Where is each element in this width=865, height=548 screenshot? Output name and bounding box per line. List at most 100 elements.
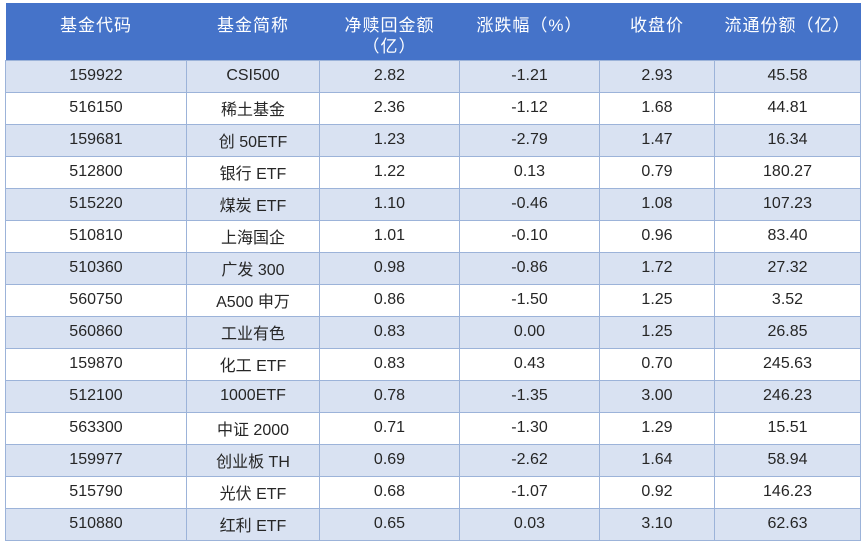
cell-float-shares: 26.85 [714,315,861,349]
cell-close-price: 1.64 [599,443,715,477]
cell-change-pct: -1.12 [459,91,600,125]
cell-change-pct: 0.13 [459,155,600,189]
table-row: 159977 创业板 TH 0.69 -2.62 1.64 58.94 [5,443,861,477]
cell-float-shares: 45.58 [714,59,861,93]
cell-net-redemption: 0.83 [319,315,460,349]
table-row: 510360 广发 300 0.98 -0.86 1.72 27.32 [5,251,861,285]
cell-change-pct: -1.50 [459,283,600,317]
cell-net-redemption: 1.01 [319,219,460,253]
cell-close-price: 0.96 [599,219,715,253]
cell-float-shares: 44.81 [714,91,861,125]
cell-change-pct: 0.43 [459,347,600,381]
cell-change-pct: -0.10 [459,219,600,253]
table-row: 515790 光伏 ETF 0.68 -1.07 0.92 146.23 [5,475,861,509]
cell-code: 510360 [5,251,187,285]
cell-code: 159922 [5,59,187,93]
cell-name: 化工 ETF [186,347,320,381]
cell-name: 红利 ETF [186,507,320,541]
cell-close-price: 1.25 [599,283,715,317]
cell-float-shares: 58.94 [714,443,861,477]
cell-name: 中证 2000 [186,411,320,445]
cell-net-redemption: 0.68 [319,475,460,509]
cell-close-price: 3.00 [599,379,715,413]
cell-code: 159870 [5,347,187,381]
cell-net-redemption: 0.71 [319,411,460,445]
column-label: 基金简称 [217,16,289,35]
column-header-change_pct: 涨跌幅（%） [459,3,600,60]
cell-name: 工业有色 [186,315,320,349]
cell-name: CSI500 [186,59,320,93]
cell-change-pct: -2.79 [459,123,600,157]
table-row: 512800 银行 ETF 1.22 0.13 0.79 180.27 [5,155,861,189]
column-label: 涨跌幅（%） [476,16,583,35]
table-row: 159681 创 50ETF 1.23 -2.79 1.47 16.34 [5,123,861,157]
cell-net-redemption: 0.65 [319,507,460,541]
cell-code: 512100 [5,379,187,413]
table-row: 515220 煤炭 ETF 1.10 -0.46 1.08 107.23 [5,187,861,221]
column-header-code: 基金代码 [5,3,187,60]
header-row: 基金代码 基金简称 净赎回金额 （亿） 涨跌幅（%） 收盘价 流通份额（亿） [5,3,861,60]
cell-change-pct: -1.30 [459,411,600,445]
cell-float-shares: 180.27 [714,155,861,189]
cell-code: 563300 [5,411,187,445]
cell-code: 510810 [5,219,187,253]
cell-name: 创 50ETF [186,123,320,157]
table-row: 560860 工业有色 0.83 0.00 1.25 26.85 [5,315,861,349]
cell-code: 159681 [5,123,187,157]
cell-close-price: 1.08 [599,187,715,221]
cell-change-pct: 0.03 [459,507,600,541]
cell-close-price: 1.47 [599,123,715,157]
column-label-line2: （亿） [362,37,417,56]
cell-net-redemption: 0.69 [319,443,460,477]
cell-change-pct: 0.00 [459,315,600,349]
cell-close-price: 3.10 [599,507,715,541]
cell-name: 煤炭 ETF [186,187,320,221]
cell-name: A500 申万 [186,283,320,317]
column-label: 收盘价 [630,16,684,35]
fund-table: 基金代码 基金简称 净赎回金额 （亿） 涨跌幅（%） 收盘价 流通份额（亿） 1… [5,3,861,541]
table-row: 510810 上海国企 1.01 -0.10 0.96 83.40 [5,219,861,253]
table-row: 516150 稀土基金 2.36 -1.12 1.68 44.81 [5,91,861,125]
cell-net-redemption: 0.86 [319,283,460,317]
cell-net-redemption: 1.22 [319,155,460,189]
column-header-close_price: 收盘价 [599,3,715,60]
cell-net-redemption: 1.10 [319,187,460,221]
column-header-float_shares: 流通份额（亿） [714,3,861,60]
cell-name: 稀土基金 [186,91,320,125]
table-row: 563300 中证 2000 0.71 -1.30 1.29 15.51 [5,411,861,445]
cell-net-redemption: 1.23 [319,123,460,157]
cell-float-shares: 83.40 [714,219,861,253]
cell-name: 光伏 ETF [186,475,320,509]
column-label: 净赎回金额 [344,16,435,35]
column-header-net_redemption: 净赎回金额 （亿） [319,3,460,60]
cell-close-price: 1.72 [599,251,715,285]
cell-net-redemption: 0.83 [319,347,460,381]
cell-float-shares: 15.51 [714,411,861,445]
cell-change-pct: -1.07 [459,475,600,509]
cell-code: 512800 [5,155,187,189]
cell-close-price: 0.79 [599,155,715,189]
cell-code: 560750 [5,283,187,317]
cell-change-pct: -1.35 [459,379,600,413]
table-row: 560750 A500 申万 0.86 -1.50 1.25 3.52 [5,283,861,317]
cell-net-redemption: 0.78 [319,379,460,413]
cell-change-pct: -1.21 [459,59,600,93]
cell-code: 159977 [5,443,187,477]
table-row: 159922 CSI500 2.82 -1.21 2.93 45.58 [5,59,861,93]
cell-close-price: 0.70 [599,347,715,381]
cell-float-shares: 3.52 [714,283,861,317]
cell-net-redemption: 2.82 [319,59,460,93]
cell-net-redemption: 0.98 [319,251,460,285]
column-header-name: 基金简称 [186,3,320,60]
cell-float-shares: 246.23 [714,379,861,413]
table-header: 基金代码 基金简称 净赎回金额 （亿） 涨跌幅（%） 收盘价 流通份额（亿） [5,3,861,60]
table-body: 159922 CSI500 2.82 -1.21 2.93 45.58 5161… [5,59,861,541]
cell-name: 上海国企 [186,219,320,253]
column-label: 基金代码 [60,16,132,35]
cell-close-price: 2.93 [599,59,715,93]
table-row: 159870 化工 ETF 0.83 0.43 0.70 245.63 [5,347,861,381]
cell-float-shares: 146.23 [714,475,861,509]
cell-float-shares: 16.34 [714,123,861,157]
cell-change-pct: -0.46 [459,187,600,221]
cell-name: 1000ETF [186,379,320,413]
